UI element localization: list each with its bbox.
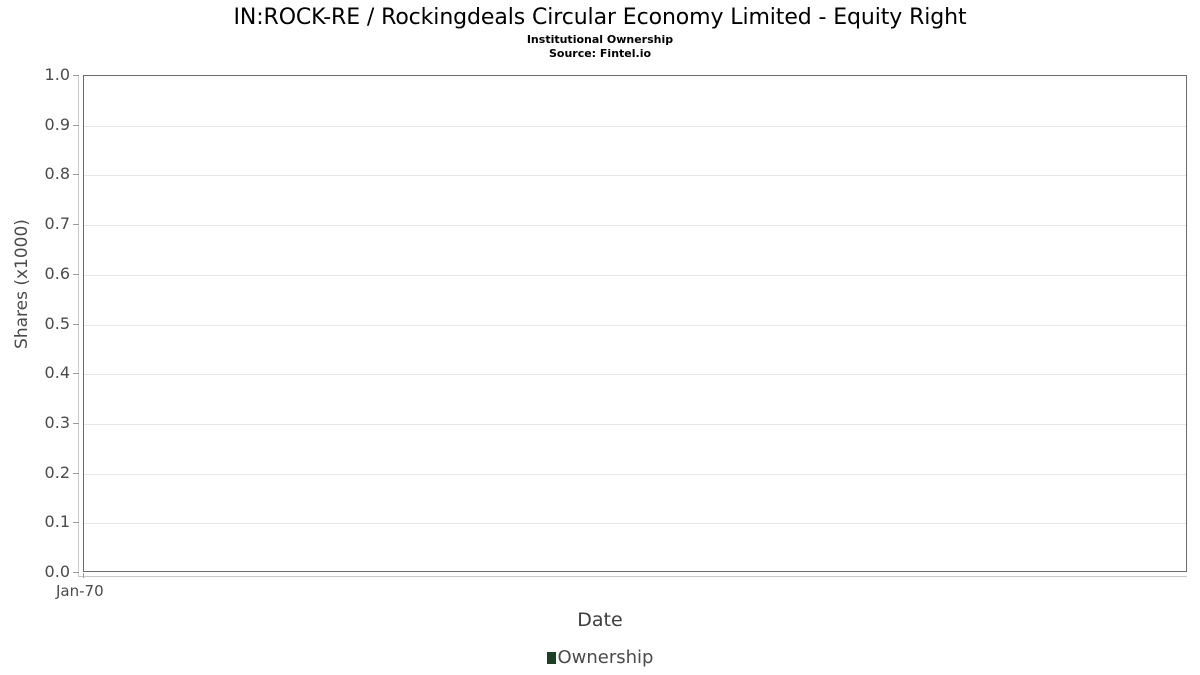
y-tick-mark (73, 273, 79, 275)
x-axis-rail (78, 576, 1187, 577)
y-tick-mark (73, 224, 79, 226)
gridline (84, 374, 1186, 375)
y-axis-title: Shares (x1000) (12, 219, 32, 349)
y-tick-label: 0.6 (44, 263, 70, 283)
y-tick-label: 0.5 (44, 313, 70, 333)
y-tick-label: 0.4 (44, 363, 70, 383)
gridline (84, 175, 1186, 176)
x-tick-mark (83, 573, 84, 578)
legend-item[interactable]: Ownership (546, 647, 654, 668)
y-tick-label: 0.3 (44, 412, 70, 432)
y-tick-label: 0.9 (44, 114, 70, 134)
chart-header: IN:ROCK-RE / Rockingdeals Circular Econo… (0, 0, 1200, 61)
y-tick-mark (73, 572, 79, 573)
legend-swatch-icon (546, 652, 556, 664)
x-axis-title: Date (577, 609, 623, 631)
y-tick-mark (73, 422, 79, 424)
y-tick-mark (73, 472, 79, 474)
y-tick-mark (73, 323, 79, 325)
page-title: IN:ROCK-RE / Rockingdeals Circular Econo… (233, 5, 967, 30)
y-tick-label: 0.2 (44, 462, 70, 482)
gridline (84, 325, 1186, 326)
chart-source: Source: Fintel.io (548, 47, 652, 60)
y-tick-label: 0.7 (44, 214, 70, 234)
x-tick-label: Jan-70 (56, 582, 104, 600)
y-tick-label: 0.8 (44, 164, 70, 184)
legend-label: Ownership (557, 647, 654, 668)
y-axis-rail (78, 75, 79, 576)
gridline (84, 225, 1186, 226)
chart-subtitle: Institutional Ownership (526, 33, 674, 46)
plot-area[interactable] (83, 75, 1187, 572)
y-tick-mark (73, 373, 79, 375)
gridline (84, 424, 1186, 425)
gridline (84, 275, 1186, 276)
y-tick-label: 1.0 (44, 65, 70, 84)
series-layer (84, 76, 1186, 571)
gridline (84, 523, 1186, 524)
y-tick-label: 0.0 (44, 562, 70, 581)
y-tick-mark (73, 174, 79, 176)
y-tick-mark (73, 124, 79, 126)
chart-legend: Ownership (0, 648, 1200, 668)
y-tick-mark (73, 522, 79, 524)
y-tick-mark (73, 75, 79, 76)
y-tick-label: 0.1 (44, 512, 70, 532)
gridline (84, 126, 1186, 127)
gridline (84, 474, 1186, 475)
